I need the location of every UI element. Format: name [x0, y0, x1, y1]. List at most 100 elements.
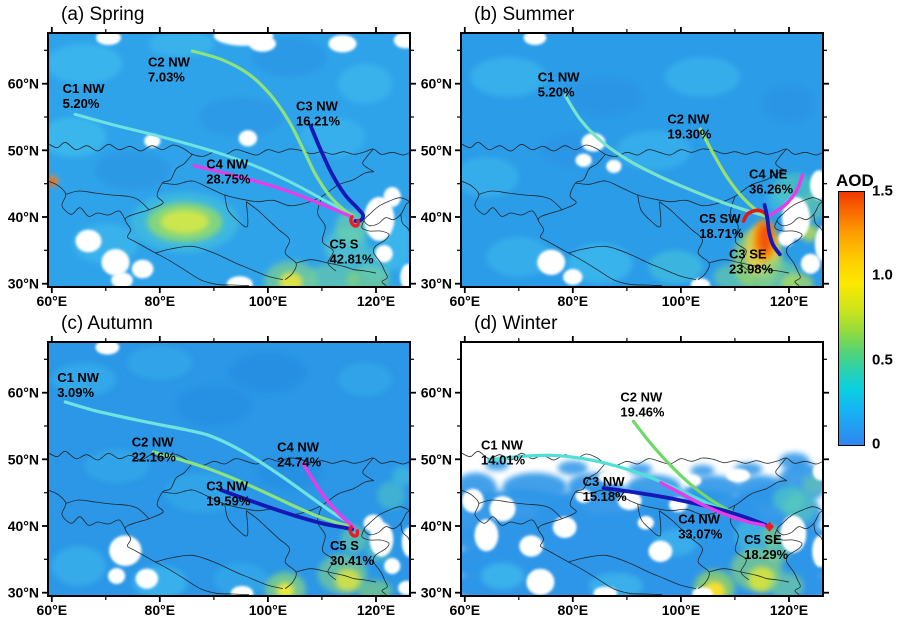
aod-patch — [230, 352, 306, 393]
map-frame — [47, 341, 411, 597]
y-tick-label: 40°N — [421, 209, 452, 225]
border-line — [363, 506, 410, 536]
aod-patch — [197, 97, 285, 137]
aod-patch — [305, 263, 360, 287]
cluster-name-label: C5 SW — [699, 211, 741, 226]
no-data-patch — [812, 462, 823, 481]
trajectory-c5-loop — [349, 214, 361, 228]
cluster-percent-label: 3.09% — [57, 385, 94, 400]
x-tick-label: 120°E — [770, 602, 808, 618]
cluster-percent-label: 24.74% — [277, 454, 322, 469]
trajectory-c3 — [601, 486, 768, 527]
aod-patch — [338, 63, 393, 104]
aod-patch — [557, 460, 588, 476]
aod-patch — [257, 456, 322, 490]
border-line — [537, 463, 606, 551]
no-data-patch — [95, 342, 120, 355]
border-line — [295, 568, 377, 583]
no-data-patch — [682, 474, 702, 487]
no-data-patch — [523, 33, 547, 45]
no-data-patch — [375, 245, 393, 263]
trajectory-c3 — [308, 123, 366, 223]
cluster-name-label: C3 SE — [729, 246, 767, 261]
y-tick-label: 50°N — [421, 451, 452, 467]
country-borders — [461, 141, 823, 287]
trajectory-c3 — [219, 488, 355, 532]
trajectory-c1 — [63, 400, 356, 529]
cluster-name-label: C1 NW — [538, 70, 581, 85]
map-frame — [47, 32, 411, 288]
no-data-patch — [637, 516, 654, 530]
y-tick-label: 30°N — [421, 585, 452, 601]
x-tick-label: 60°E — [37, 293, 68, 309]
cluster-name-label: C5 S — [330, 236, 359, 251]
aod-patch — [127, 346, 193, 380]
y-tick-label: 40°N — [8, 209, 39, 225]
x-tick-label: 60°E — [37, 602, 68, 618]
border-line — [155, 245, 284, 281]
border-line — [48, 489, 126, 530]
aod-patch — [747, 566, 776, 592]
colorbar-tick-label: 1.0 — [872, 266, 893, 284]
cluster-percent-label: 5.20% — [63, 96, 100, 111]
map-frame — [460, 32, 824, 288]
border-line — [48, 450, 410, 466]
no-data-patch — [75, 229, 102, 253]
border-line — [637, 503, 662, 537]
no-data-patch — [537, 249, 566, 275]
y-tick-label: 40°N — [8, 518, 39, 534]
no-data-patch — [814, 226, 823, 261]
axis-ticks — [455, 27, 829, 293]
cluster-percent-label: 16.21% — [296, 113, 341, 128]
no-data-patch — [111, 272, 133, 287]
aod-patch — [567, 77, 644, 117]
border-line — [774, 220, 803, 287]
y-tick-label: 50°N — [8, 142, 39, 158]
no-data-patch — [462, 488, 484, 513]
aod-patch — [470, 57, 546, 97]
colorbar-title: AOD — [836, 171, 874, 190]
cluster-percent-label: 33.07% — [678, 526, 723, 541]
panel-title-summer: (b) Summer — [474, 4, 575, 25]
trajectory-c1 — [563, 94, 767, 218]
cluster-name-label: C5 S — [330, 538, 359, 553]
colorbar: AOD 1.5 1.0 0.5 0 — [836, 171, 906, 476]
colorbar-tick-label: 1.5 — [872, 182, 893, 200]
x-tick-label: 80°E — [145, 602, 176, 618]
no-data-patch — [398, 580, 410, 596]
aod-patch — [377, 481, 406, 510]
cluster-percent-label: 15.18% — [583, 489, 628, 504]
trajectory-c4 — [192, 164, 354, 219]
cluster-percent-label: 19.30% — [667, 127, 712, 142]
aod-patch — [779, 452, 810, 470]
cluster-name-label: C2 NW — [148, 54, 191, 69]
cluster-percent-label: 14.01% — [481, 452, 526, 467]
no-data-patch — [238, 130, 258, 147]
border-line — [362, 148, 375, 173]
x-tick-label: 120°E — [357, 293, 395, 309]
trajectory-c2 — [190, 49, 354, 218]
trajectory-c5-loop — [348, 524, 360, 538]
no-data-patch — [369, 522, 394, 557]
no-data-patch — [593, 586, 618, 596]
no-data-patch — [800, 253, 821, 274]
axis-ticks — [42, 336, 416, 602]
aod-patch — [300, 117, 366, 157]
border-line — [65, 499, 150, 519]
cluster-name-label: C1 NW — [57, 370, 100, 385]
border-line — [65, 190, 150, 210]
x-tick-label: 100°E — [249, 293, 287, 309]
border-line — [224, 503, 249, 537]
border-line — [246, 201, 297, 281]
aod-patch — [567, 243, 633, 284]
no-data-patch — [384, 558, 401, 574]
x-tick-label: 120°E — [770, 293, 808, 309]
trajectory-c5-marker — [765, 521, 774, 532]
cluster-name-label: C3 NW — [206, 479, 249, 494]
aod-patch — [279, 272, 303, 287]
